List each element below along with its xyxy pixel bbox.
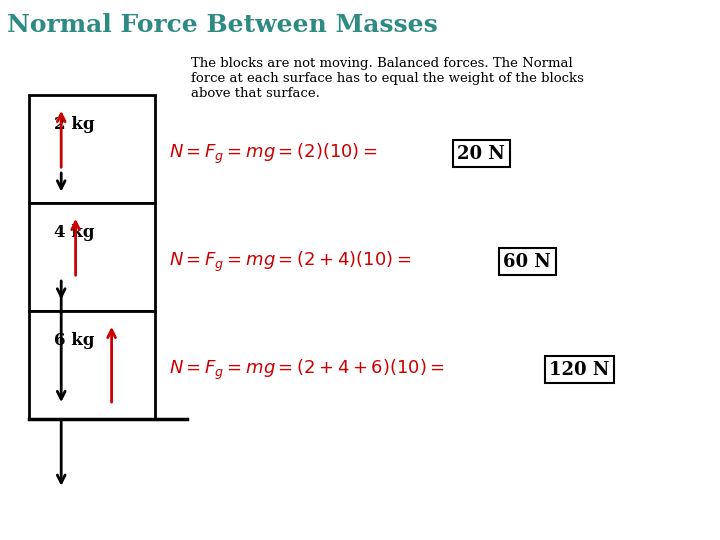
Text: $N = F_g = mg = (2 + 4 + 6)(10) = $: $N = F_g = mg = (2 + 4 + 6)(10) = $	[169, 358, 445, 382]
Text: 120 N: 120 N	[549, 361, 610, 379]
Bar	[29, 310, 155, 419]
Text: 2 kg: 2 kg	[54, 116, 94, 133]
Text: $N = F_g = mg = (2 + 4)(10) = $: $N = F_g = mg = (2 + 4)(10) = $	[169, 250, 411, 274]
Text: $N = F_g = mg = (2)(10) = $: $N = F_g = mg = (2)(10) = $	[169, 142, 378, 166]
Text: 4 kg: 4 kg	[54, 224, 94, 241]
Text: 60 N: 60 N	[503, 253, 551, 271]
Bar	[29, 94, 155, 202]
Text: 6 kg: 6 kg	[54, 332, 94, 349]
Text: 20 N: 20 N	[457, 145, 505, 163]
Bar	[29, 202, 155, 310]
Text: Normal Force Between Masses: Normal Force Between Masses	[7, 14, 438, 37]
Text: The blocks are not moving. Balanced forces. The Normal
force at each surface has: The blocks are not moving. Balanced forc…	[191, 57, 584, 100]
